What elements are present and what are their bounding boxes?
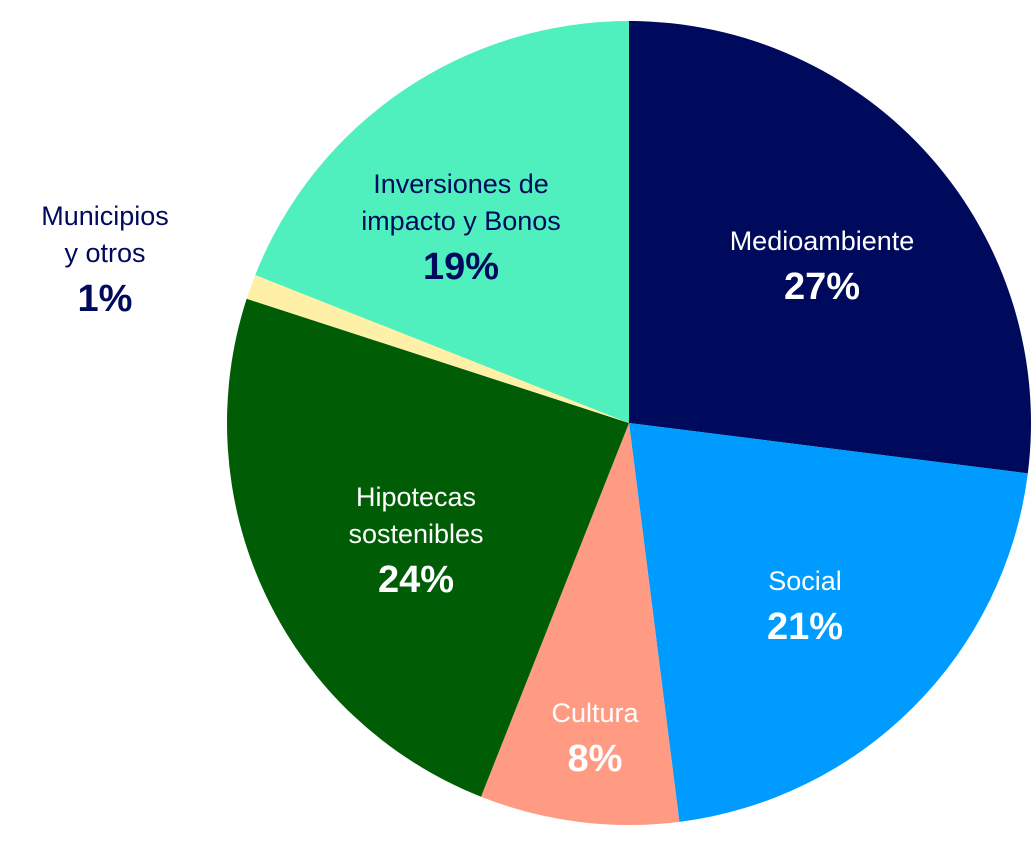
slice-label-text: Medioambiente <box>730 226 915 256</box>
slice-label-6: Inversiones de impacto y Bonos 19% <box>361 169 561 288</box>
pie-slice-1 <box>629 21 1031 474</box>
slice-label-text: impacto y Bonos <box>361 206 561 236</box>
slice-label-text: Cultura <box>551 698 639 728</box>
slice-label-text: Municipios <box>41 201 169 231</box>
slice-label-1: Medioambiente 27% <box>730 226 915 308</box>
slice-value-label: 27% <box>784 266 860 308</box>
slice-label-text: sostenibles <box>348 519 483 549</box>
pie-slice-2 <box>629 423 1028 822</box>
slice-value-label: 21% <box>767 606 843 648</box>
slice-label-5: Municipios y otros 1% <box>41 201 169 320</box>
slice-value-label: 19% <box>423 246 499 288</box>
slice-label-text: Hipotecas <box>356 482 476 512</box>
slice-label-3: Cultura 8% <box>551 698 639 780</box>
slice-label-4: Hipotecas sostenibles 24% <box>348 482 483 601</box>
slice-value-label: 8% <box>568 738 623 780</box>
slice-label-text: Inversiones de <box>373 169 549 199</box>
pie-slice-6 <box>255 21 630 423</box>
pie-labels: Medioambiente 27% Social 21% Cultura 8% Hipote… <box>41 169 914 780</box>
slice-label-2: Social 21% <box>767 566 843 648</box>
pie-slices <box>227 21 1031 825</box>
pie-slice-5 <box>246 275 629 423</box>
slice-label-text: y otros <box>64 238 145 268</box>
slice-value-label: 1% <box>78 278 133 320</box>
pie-slice-4 <box>227 298 629 797</box>
slice-label-text: Social <box>768 566 842 596</box>
pie-slice-3 <box>481 423 680 825</box>
slice-value-label: 24% <box>378 559 454 601</box>
